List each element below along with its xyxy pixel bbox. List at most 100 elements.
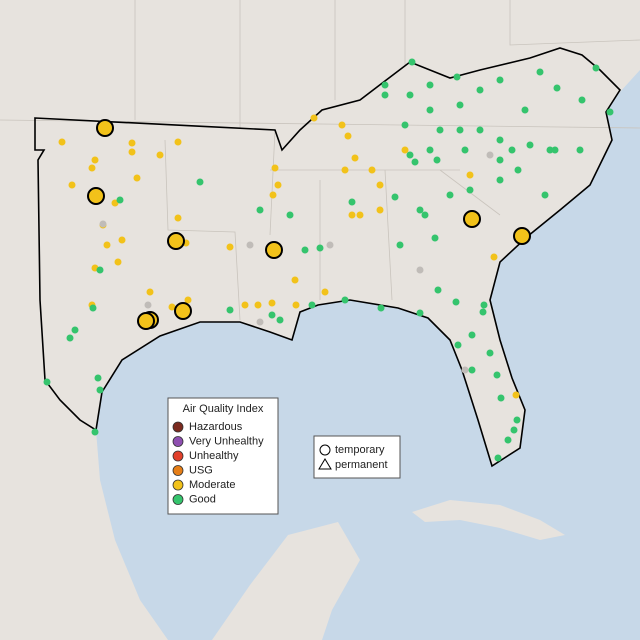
monitor (461, 366, 469, 374)
monitor-large (167, 232, 185, 250)
monitor (551, 146, 559, 154)
monitor (133, 174, 141, 182)
monitor (553, 84, 561, 92)
monitor (66, 334, 74, 342)
monitor (174, 214, 182, 222)
monitor (326, 241, 334, 249)
monitor (508, 146, 516, 154)
monitor (269, 191, 277, 199)
legend-swatch (172, 479, 184, 491)
monitor (58, 138, 66, 146)
monitor (356, 211, 364, 219)
monitor (89, 304, 97, 312)
monitor (116, 196, 124, 204)
monitor (94, 374, 102, 382)
monitor (308, 301, 316, 309)
monitor (381, 81, 389, 89)
monitor (426, 106, 434, 114)
monitor-large (513, 227, 531, 245)
monitor (452, 298, 460, 306)
monitor (96, 266, 104, 274)
monitor (514, 166, 522, 174)
monitor (486, 349, 494, 357)
legend-label: USG (189, 464, 213, 476)
monitor (513, 416, 521, 424)
monitor (606, 108, 614, 116)
monitor (546, 146, 554, 154)
shape-legend: temporary permanent (313, 435, 401, 479)
monitor (168, 303, 176, 311)
state-borders (0, 0, 640, 321)
monitor (578, 96, 586, 104)
legend-label: Good (189, 493, 216, 505)
monitor (286, 211, 294, 219)
monitor (376, 206, 384, 214)
monitor (376, 181, 384, 189)
monitor (496, 76, 504, 84)
monitor (43, 378, 51, 386)
monitor (174, 138, 182, 146)
monitor (446, 191, 454, 199)
monitor (536, 68, 544, 76)
monitor (436, 126, 444, 134)
monitor (274, 181, 282, 189)
monitor (476, 86, 484, 94)
monitor (348, 211, 356, 219)
shape-label: permanent (335, 459, 388, 471)
monitor (433, 156, 441, 164)
monitor (348, 198, 356, 206)
monitor (91, 156, 99, 164)
legend-label: Moderate (189, 479, 235, 491)
monitor (156, 151, 164, 159)
monitor (292, 301, 300, 309)
monitor (88, 164, 96, 172)
monitor (291, 276, 299, 284)
monitor-large (137, 312, 155, 330)
monitor (114, 258, 122, 266)
monitor (476, 126, 484, 134)
monitor (416, 309, 424, 317)
monitor (426, 81, 434, 89)
monitor (351, 154, 359, 162)
monitor (276, 316, 284, 324)
monitor-large (87, 187, 105, 205)
monitor (184, 296, 192, 304)
monitor (496, 136, 504, 144)
monitor (454, 341, 462, 349)
monitor (466, 171, 474, 179)
monitor (456, 101, 464, 109)
monitor (256, 206, 264, 214)
monitor (401, 121, 409, 129)
monitor (456, 126, 464, 134)
monitor (338, 121, 346, 129)
monitor (504, 436, 512, 444)
monitor (494, 454, 502, 462)
monitor (144, 301, 152, 309)
monitor (344, 132, 352, 140)
monitor (341, 296, 349, 304)
permanent-icon (318, 458, 332, 470)
legend-swatch (172, 450, 184, 462)
monitor (310, 114, 318, 122)
monitor (241, 301, 249, 309)
monitor (486, 151, 494, 159)
monitor (421, 211, 429, 219)
monitor (592, 64, 600, 72)
monitor (426, 146, 434, 154)
legend-swatch (172, 465, 184, 476)
monitor (496, 176, 504, 184)
monitor-large (174, 302, 192, 320)
monitor (497, 394, 505, 402)
monitor (468, 366, 476, 374)
monitors (43, 58, 614, 462)
legend-swatch (172, 494, 184, 505)
shape-label: temporary (335, 444, 385, 456)
legend-label: Hazardous (189, 421, 243, 433)
monitor (416, 266, 424, 274)
monitor-large (463, 210, 481, 228)
legend-swatch (172, 421, 184, 433)
monitor (496, 156, 504, 164)
monitor (461, 146, 469, 154)
legend-label: Unhealthy (189, 450, 239, 462)
